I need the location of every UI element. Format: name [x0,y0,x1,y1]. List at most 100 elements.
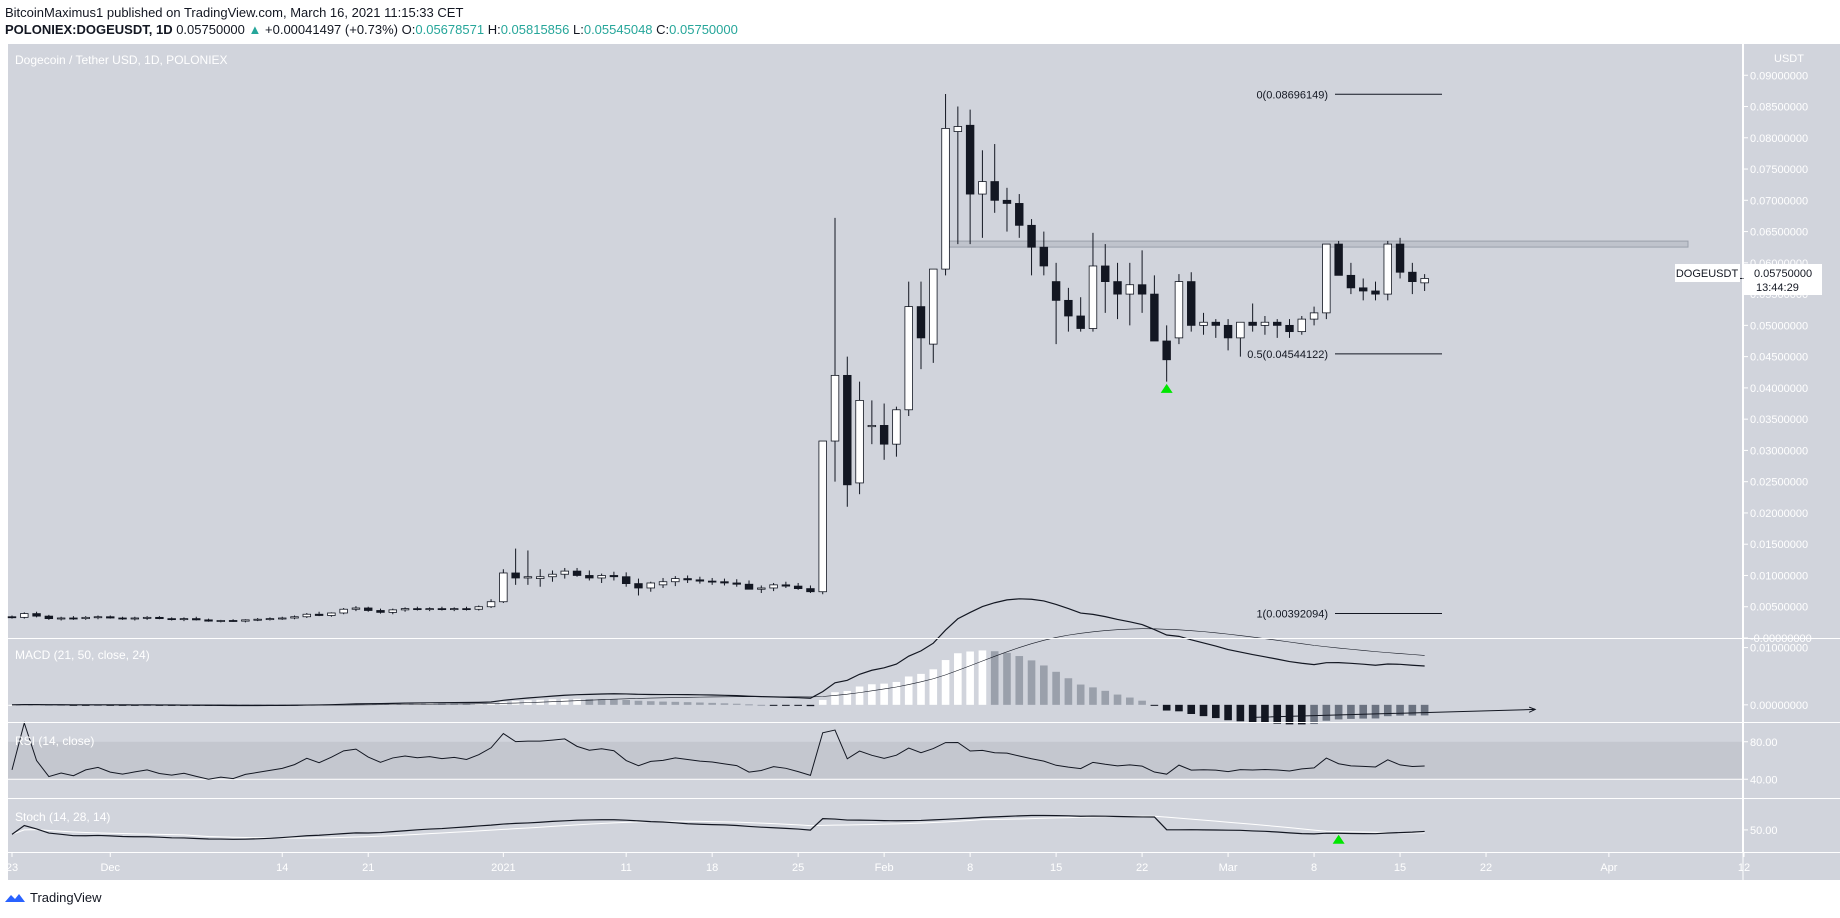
macd-histogram-bar [1162,704,1171,711]
candle-body [1309,312,1319,320]
price-tag-box [1744,264,1822,295]
macd-title: MACD (21, 50, close, 24) [15,648,150,662]
macd-pane[interactable] [8,639,1742,722]
price-axis-label: -0.00000000 [1750,633,1812,645]
candle-body [364,607,373,611]
macd-histogram-bar [769,704,778,706]
price-axis-label: 0.04000000 [1750,383,1808,395]
macd-histogram-bar [622,699,630,705]
candle-body [1039,246,1049,267]
macd-histogram-bar [646,701,655,705]
footer-brand[interactable]: TradingView [4,890,102,905]
macd-series [8,598,1537,725]
candle-body [1211,321,1221,326]
macd-signal-line [11,628,1425,706]
macd-histogram-bar [782,704,790,706]
price-axis[interactable] [1744,44,1840,852]
candle-body [1346,274,1356,289]
price-axis-label: 0.01000000 [1750,570,1808,582]
candle-body [1322,243,1331,314]
ohlc-legend: POLONIEX:DOGEUSDT, 1D 0.05750000 ▲ +0.00… [5,22,738,37]
candle-body [44,615,54,620]
axis-labels: 0.09000000 0.08500000 0.08000000 0.07500000… [6,44,1840,880]
candle-body [1334,243,1343,276]
price-axis-label: 0.08000000 [1750,133,1808,145]
macd-histogram-bar [720,703,729,705]
candle-body [671,578,680,583]
rsi-axis-label: 80.00 [1750,737,1778,749]
candle-body [953,126,963,132]
rsi-title: RSI (14, close) [15,734,94,748]
open-label: O: [401,22,416,37]
price-axis-label: 0.03500000 [1750,414,1808,426]
macd-histogram-bar [1076,684,1085,705]
macd-histogram-bar [904,676,913,705]
macd-histogram-bar [843,690,852,705]
price-tag-value: 0.05750000 [1754,268,1812,280]
macd-histogram-bar [1199,704,1208,717]
candle-body [486,601,496,608]
time-axis-label: 25 [792,862,804,874]
candle-body [879,425,889,445]
stoch-pane[interactable] [8,799,1742,852]
macd-histogram-bar [868,684,876,705]
macd-histogram-bar [1236,704,1245,722]
green-arrow-icon [1160,383,1173,393]
candle-body [609,575,619,578]
macd-histogram-bar [1383,704,1392,717]
candle-body [437,608,447,611]
candle-body [327,612,336,616]
macd-histogram-bar [990,651,999,705]
candle-body [1113,281,1122,295]
candle-body [155,616,164,620]
candle-body [450,608,459,611]
time-axis-label: 23 [6,862,18,874]
time-axis-label: 11 [620,862,631,874]
macd-histogram-bar [1285,704,1294,725]
candle-body [1395,243,1405,273]
time-axis-label: 21 [362,862,374,874]
candle-body [781,584,791,587]
time-axis[interactable] [8,853,1840,880]
candle-body [806,588,815,593]
price-pane[interactable] [8,44,1742,638]
candle-body [20,613,29,618]
candle-body [867,425,877,428]
candle-body [7,616,17,619]
macd-histogram-bar [732,703,741,705]
candle-body [1236,321,1245,339]
macd-histogram-bar [585,699,594,705]
candle-body [916,306,926,339]
candle-body [707,580,717,583]
rsi-series [8,721,1742,780]
candle-body [1187,281,1196,326]
price-tag-countdown: 13:44:29 [1756,282,1799,294]
candle-body [1408,271,1417,282]
candle-body [929,268,938,345]
candle-body [572,570,582,576]
price-axis-label: 0.03000000 [1750,445,1808,457]
candle-body [1358,287,1368,292]
candle-body [904,306,913,411]
macd-histogram-bar [1040,665,1048,705]
macd-histogram-bar [560,698,569,705]
macd-histogram-bar [757,704,766,706]
macd-histogram-bar [1408,704,1417,716]
rsi-band [8,741,1742,780]
macd-histogram-bar [1027,660,1036,705]
low-value: 0.05545048 [583,22,653,37]
macd-histogram-bar [659,701,667,705]
close-value: 0.05750000 [669,22,738,37]
candle-body [216,620,226,622]
candle-body [1297,318,1306,333]
macd-histogram-bar [929,669,938,705]
candle-body [1174,281,1184,339]
macd-histogram-bar [1371,704,1380,719]
macd-histogram-bar [597,699,606,705]
price-axis-label: 0.08500000 [1750,102,1808,114]
macd-histogram-bar [1175,704,1183,712]
candle-body [228,620,238,622]
candle-body [253,618,262,621]
last-price: 0.05750000 [176,22,245,37]
